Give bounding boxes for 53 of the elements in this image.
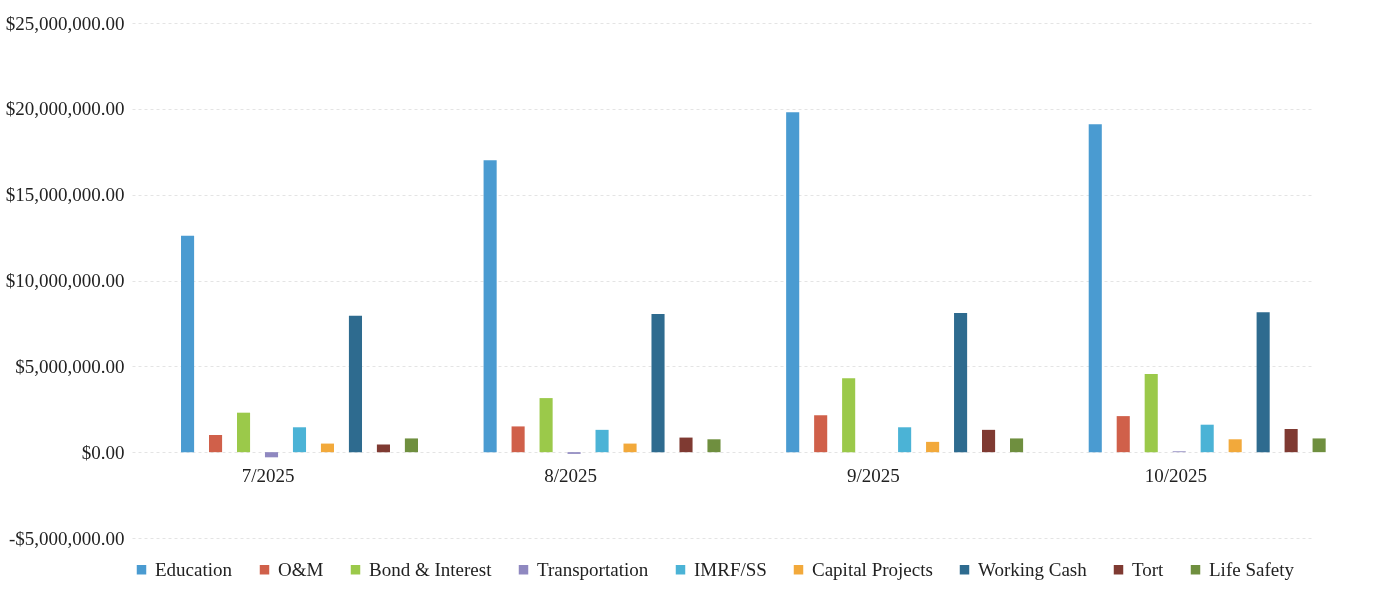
bar [651,313,665,453]
y-tick-label: $25,000,000.00 [5,12,125,34]
bar [1144,374,1158,453]
bar [954,313,968,453]
bar [236,412,251,453]
bar [483,160,497,453]
x-tick-label: 7/2025 [241,464,295,486]
x-tick-label: 10/2025 [1144,464,1207,486]
y-tick-label: $20,000,000.00 [5,98,125,120]
bar [926,441,940,453]
x-tick-label: 8/2025 [544,464,598,486]
bar [320,443,335,453]
bar [539,398,553,453]
x-tick-label: 9/2025 [846,464,900,486]
bar [292,427,307,453]
bar [814,415,828,453]
y-tick-label: $10,000,000.00 [5,270,125,291]
bar [209,435,223,453]
legend-label: Education [155,558,233,580]
bar [1256,312,1270,453]
bar [595,429,609,453]
legend-label: Bond & Interest [369,558,493,580]
bar [786,112,800,453]
bar [898,427,912,453]
y-tick-label: -$5,000,000.00 [8,527,125,549]
bar [1312,438,1326,453]
legend-label: Tort [1132,558,1165,580]
bar [623,443,637,453]
legend-label: Transportation [537,558,649,580]
bar [181,235,195,453]
legend-label: Life Safety [1209,558,1295,580]
bar [1116,416,1130,453]
bar [842,378,856,453]
bar [404,438,418,453]
bar [376,444,390,453]
legend-label: Working Cash [978,558,1088,580]
bar [982,429,996,453]
legend-label: IMRF/SS [694,558,767,580]
bar [348,315,363,453]
bar [707,439,721,453]
bar [264,452,279,458]
bar [1010,438,1024,453]
legend-label: O&M [278,558,324,580]
bar [1200,424,1214,453]
legend-label: Capital Projects [812,558,933,580]
y-tick-label: $5,000,000.00 [15,355,125,377]
bar [1284,428,1298,453]
bar [679,437,693,453]
y-tick-label: $15,000,000.00 [5,184,125,206]
bar [511,426,525,453]
y-tick-label: $0.00 [81,441,125,463]
bar [1228,439,1242,453]
bar [1088,124,1102,453]
